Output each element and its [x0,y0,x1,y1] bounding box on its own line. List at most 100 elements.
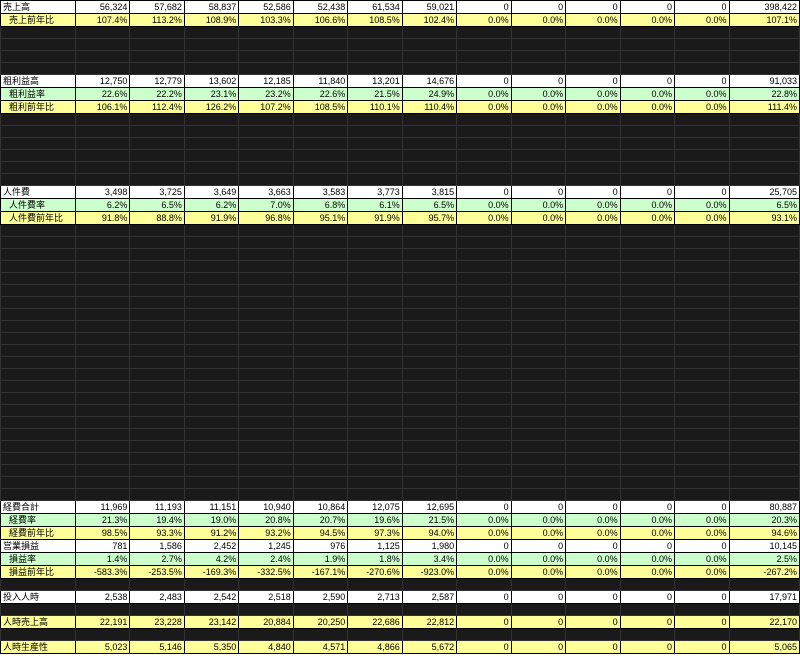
data-cell: 0 [457,1,511,14]
data-cell [75,138,129,150]
data-cell [184,369,238,381]
data-cell: 110.4% [402,101,456,114]
data-cell [75,369,129,381]
data-cell: 0 [675,616,729,629]
data-cell [184,261,238,273]
data-cell [130,174,184,186]
data-cell [675,321,729,333]
data-cell [620,604,674,616]
data-cell [566,453,620,465]
total-cell [729,405,799,417]
total-cell [729,629,799,641]
data-cell: -332.5% [239,566,293,579]
data-cell: 97.3% [348,527,402,540]
data-cell: 0.0% [675,88,729,101]
row-label [1,63,76,75]
data-cell: 0 [511,641,565,654]
data-cell: 91.9% [184,212,238,225]
data-cell [402,63,456,75]
table-row: 粗利益高12,75012,77913,60212,18511,84013,201… [1,75,800,88]
data-cell [75,39,129,51]
row-label: 経費率 [1,514,76,527]
data-cell: 95.1% [293,212,347,225]
data-cell [566,417,620,429]
data-cell [239,579,293,591]
data-cell: 0.0% [566,514,620,527]
data-cell: 52,438 [293,1,347,14]
row-label [1,114,76,126]
data-cell: 3,725 [130,186,184,199]
data-cell: 126.2% [184,101,238,114]
data-cell [239,297,293,309]
data-cell: 0.0% [457,101,511,114]
data-cell: 106.6% [293,14,347,27]
data-cell: 0.0% [457,553,511,566]
data-cell [348,27,402,39]
data-cell [457,114,511,126]
data-cell: 0 [511,75,565,88]
data-cell: 102.4% [402,14,456,27]
row-label [1,417,76,429]
data-cell [566,297,620,309]
data-cell [75,579,129,591]
row-label [1,579,76,591]
data-cell [184,321,238,333]
row-label [1,39,76,51]
data-cell [239,162,293,174]
data-cell: 11,193 [130,501,184,514]
data-cell [75,477,129,489]
data-cell [620,381,674,393]
data-cell [566,309,620,321]
data-cell: 2,518 [239,591,293,604]
data-cell [130,629,184,641]
data-cell: 2,483 [130,591,184,604]
data-cell [566,174,620,186]
data-cell [511,249,565,261]
data-cell: 12,695 [402,501,456,514]
data-cell [184,381,238,393]
total-cell [729,333,799,345]
data-cell [675,417,729,429]
data-cell: 96.8% [239,212,293,225]
data-cell: 22,686 [348,616,402,629]
data-cell [184,285,238,297]
data-cell [239,249,293,261]
data-cell [293,477,347,489]
data-cell [620,489,674,501]
table-row: 経費率21.3%19.4%19.0%20.8%20.7%19.6%21.5%0.… [1,514,800,527]
data-cell [184,629,238,641]
data-cell [511,417,565,429]
data-cell [130,429,184,441]
total-cell [729,381,799,393]
data-cell [130,345,184,357]
data-cell: 0.0% [566,212,620,225]
row-label: 営業損益 [1,540,76,553]
data-cell: 11,840 [293,75,347,88]
data-cell [566,465,620,477]
data-cell [620,369,674,381]
data-cell [293,285,347,297]
data-cell [75,333,129,345]
data-cell: 0.0% [620,212,674,225]
data-cell: 0.0% [457,514,511,527]
data-cell [566,429,620,441]
row-label: 人時売上高 [1,616,76,629]
data-cell [675,150,729,162]
data-cell [457,237,511,249]
table-row: 損益率1.4%2.7%4.2%2.4%1.9%1.8%3.4%0.0%0.0%0… [1,553,800,566]
data-cell: 19.0% [184,514,238,527]
data-cell [293,579,347,591]
data-cell [75,345,129,357]
data-cell [293,249,347,261]
data-cell [348,405,402,417]
data-cell [348,393,402,405]
data-cell [511,453,565,465]
data-cell [457,489,511,501]
data-cell [75,114,129,126]
table-row [1,405,800,417]
data-cell: 93.2% [239,527,293,540]
data-cell [75,126,129,138]
total-cell: 107.1% [729,14,799,27]
data-cell: 12,075 [348,501,402,514]
data-cell: 0 [675,186,729,199]
